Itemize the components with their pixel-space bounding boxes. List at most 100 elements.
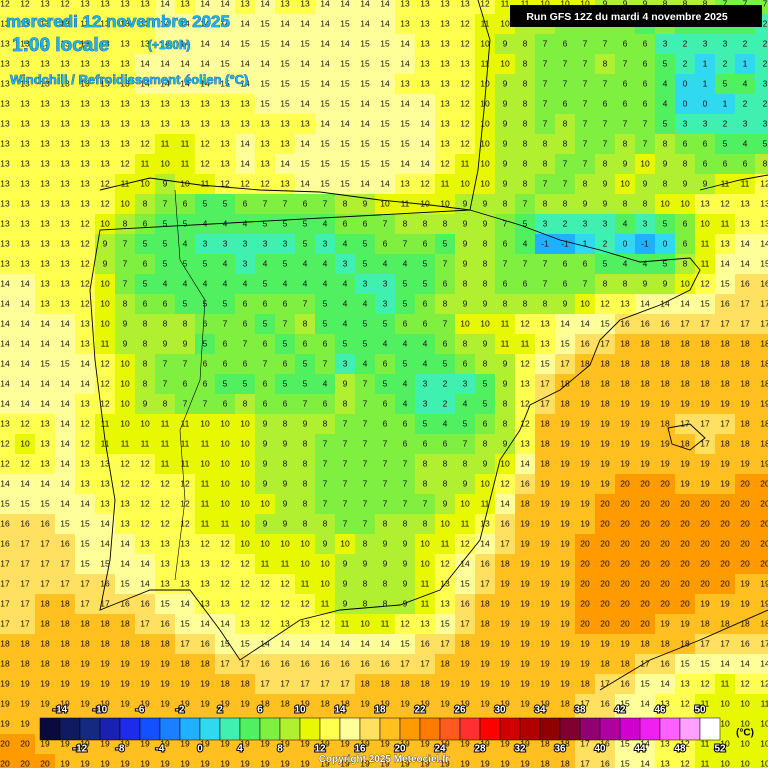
value: 8 — [403, 218, 408, 228]
cell — [715, 114, 735, 134]
value: 17 — [540, 378, 550, 388]
value: 10 — [300, 538, 310, 548]
value: 8 — [603, 278, 608, 288]
cell — [535, 374, 555, 394]
cell — [715, 314, 735, 334]
value: 19 — [760, 458, 768, 468]
cell — [655, 394, 675, 414]
value: 6 — [383, 418, 388, 428]
cell — [595, 134, 615, 154]
value: 6 — [203, 378, 208, 388]
value: 9 — [163, 178, 168, 188]
value: 8 — [443, 298, 448, 308]
value: 10 — [320, 558, 330, 568]
cell — [235, 214, 255, 234]
value: 20 — [620, 618, 630, 628]
value: 6 — [223, 398, 228, 408]
colorbar-label: 24 — [434, 744, 446, 755]
cell — [575, 394, 595, 414]
cell — [555, 414, 575, 434]
value: 13 — [80, 338, 90, 348]
value: 15 — [40, 358, 50, 368]
value: 7 — [363, 518, 368, 528]
value: 7 — [583, 138, 588, 148]
value: 19 — [540, 478, 550, 488]
cell — [95, 154, 115, 174]
value: 17 — [20, 598, 30, 608]
value: 17 — [40, 578, 50, 588]
value: 11 — [501, 338, 510, 348]
cell — [375, 0, 395, 14]
cell — [255, 194, 275, 214]
cell — [375, 114, 395, 134]
value: 12 — [220, 578, 230, 588]
cell — [615, 234, 635, 254]
value: 6 — [383, 398, 388, 408]
value: 18 — [420, 678, 430, 688]
value: 10 — [320, 578, 330, 588]
cell — [495, 434, 515, 454]
value: 13 — [440, 58, 450, 68]
value: 13 — [140, 0, 150, 8]
cell — [15, 454, 35, 474]
value: 19 — [480, 638, 490, 648]
cell — [615, 374, 635, 394]
value: 9 — [503, 158, 508, 168]
cell — [135, 274, 155, 294]
value: 5 — [283, 258, 288, 268]
cell — [195, 414, 215, 434]
colorbar-box — [99, 717, 121, 741]
value: 17 — [80, 598, 90, 608]
cell — [55, 394, 75, 414]
value: 18 — [380, 678, 390, 688]
value: 19 — [200, 678, 210, 688]
value: 16 — [320, 658, 330, 668]
value: 3 — [663, 38, 668, 48]
value: 13 — [20, 138, 30, 148]
value: 17 — [60, 578, 70, 588]
value: 14 — [240, 138, 250, 148]
value: 2 — [723, 58, 728, 68]
value: 13 — [60, 98, 70, 108]
cell — [295, 334, 315, 354]
cell — [355, 354, 375, 374]
cell — [575, 274, 595, 294]
cell — [395, 414, 415, 434]
value: 19 — [560, 678, 570, 688]
cell — [135, 154, 155, 174]
value: 16 — [100, 578, 110, 588]
cell — [395, 234, 415, 254]
colorbar-box — [159, 717, 181, 741]
value: 18 — [680, 358, 690, 368]
value: 5 — [163, 218, 168, 228]
value: 19 — [760, 598, 768, 608]
cell — [15, 194, 35, 214]
cell — [155, 54, 175, 74]
cell — [0, 0, 15, 14]
cell — [395, 174, 415, 194]
cell — [695, 234, 715, 254]
cell — [255, 254, 275, 274]
cell — [15, 394, 35, 414]
cell — [335, 174, 355, 194]
cell — [75, 14, 95, 34]
value: 15 — [20, 498, 30, 508]
cell — [15, 74, 35, 94]
cell — [295, 74, 315, 94]
value: 8 — [583, 178, 588, 188]
colorbar-label: 6 — [257, 705, 263, 716]
cell — [75, 414, 95, 434]
value: 18 — [720, 358, 730, 368]
value: 14 — [60, 478, 70, 488]
value: 19 — [620, 638, 630, 648]
value: 6 — [743, 158, 748, 168]
value: 6 — [623, 98, 628, 108]
cell — [215, 394, 235, 414]
value: 7 — [583, 158, 588, 168]
cell — [695, 414, 715, 434]
cell — [215, 94, 235, 114]
value: 19 — [580, 518, 590, 528]
value: 7 — [323, 358, 328, 368]
cell — [135, 354, 155, 374]
value: 15 — [320, 158, 330, 168]
